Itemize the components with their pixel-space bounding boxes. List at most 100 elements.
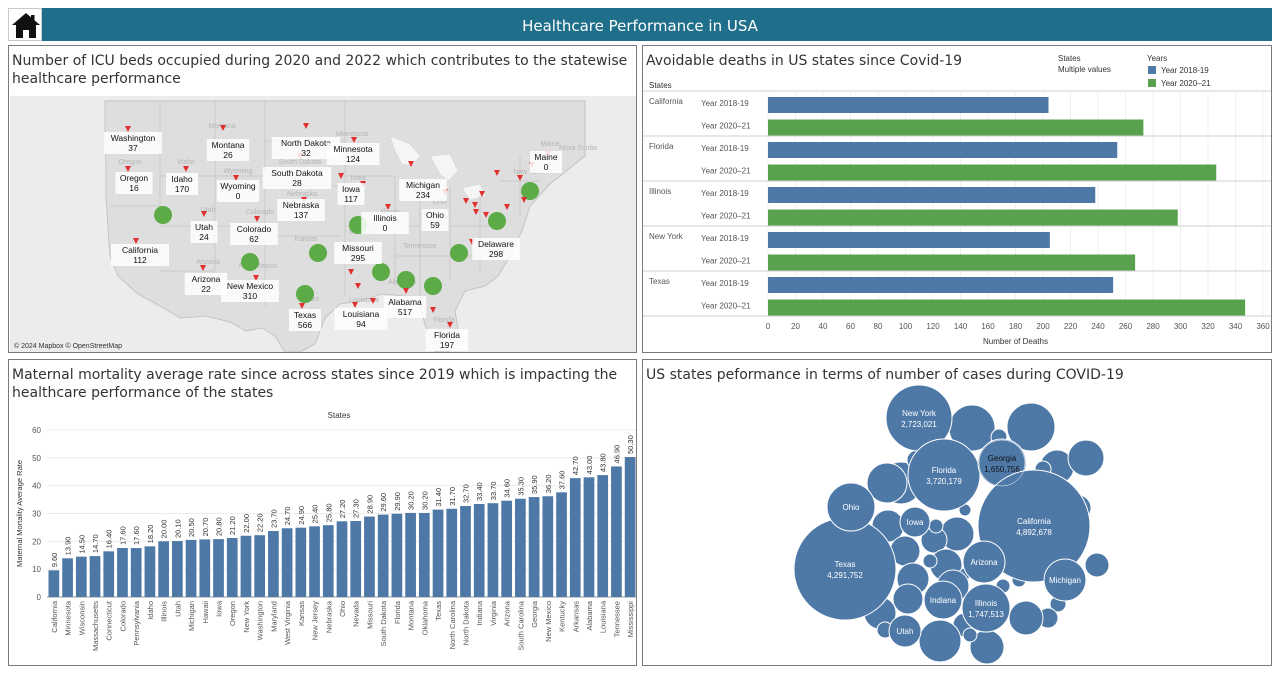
legend-swatch-year-2020-21[interactable] (1148, 79, 1156, 87)
map-pin-icon[interactable] (479, 191, 485, 197)
bar-wisconsin[interactable] (75, 556, 87, 597)
bubble-florida[interactable] (907, 438, 981, 512)
bar-florida-year-2018-19[interactable] (768, 142, 1118, 158)
bar-hawaii[interactable] (199, 539, 211, 597)
bar-new-york-year-2020-21[interactable] (768, 254, 1136, 271)
bar-north-carolina[interactable] (446, 508, 458, 597)
map-pin-icon[interactable] (494, 170, 500, 176)
map-pin-icon[interactable] (447, 322, 453, 328)
map-green-marker[interactable] (296, 285, 314, 303)
bar-kentucky[interactable] (556, 492, 567, 597)
map-pin-icon[interactable] (233, 175, 239, 181)
map-pin-icon[interactable] (403, 288, 409, 294)
bar-massachusetts[interactable] (89, 556, 101, 597)
map-green-marker[interactable] (309, 244, 327, 262)
bubble-iowa[interactable] (899, 506, 931, 538)
bar-new-york-year-2018-19[interactable] (768, 232, 1050, 248)
map-pin-icon[interactable] (352, 302, 358, 308)
bubble-arizona[interactable] (962, 540, 1006, 584)
bubble-michigan[interactable] (1043, 558, 1087, 602)
bar-montana[interactable] (405, 512, 416, 597)
map-pin-icon[interactable] (517, 175, 523, 181)
avoidable-deaths-chart[interactable]: States Multiple values Years Year 2018-19 Ye… (643, 46, 1271, 352)
filter-value[interactable]: Multiple values (1058, 65, 1111, 74)
bar-nevada[interactable] (350, 521, 362, 597)
map-pin-icon[interactable] (220, 125, 226, 131)
map-pin-icon[interactable] (348, 269, 354, 275)
map-pin-icon[interactable] (472, 202, 478, 208)
bar-arizona[interactable] (501, 500, 513, 597)
bar-missouri[interactable] (364, 516, 375, 597)
map-pin-icon[interactable] (125, 166, 131, 172)
bar-ohio[interactable] (336, 521, 348, 597)
map-pin-icon[interactable] (370, 298, 376, 304)
bar-michigan[interactable] (185, 539, 197, 597)
bar-california-year-2020-21[interactable] (768, 119, 1144, 136)
bar-connecticut[interactable] (103, 551, 115, 597)
bar-oklahoma[interactable] (418, 512, 430, 597)
map-pin-icon[interactable] (355, 283, 361, 289)
bar-florida-year-2020-21[interactable] (768, 164, 1217, 181)
map-pin-icon[interactable] (254, 216, 260, 222)
legend-label[interactable]: Year 2018-19 (1161, 66, 1209, 75)
bar-idaho[interactable] (144, 546, 156, 597)
bar-california-year-2018-19[interactable] (768, 97, 1049, 113)
covid-cases-bubble-chart[interactable]: New York 2,723,021 Florida 3,720,179 Georgia… (643, 360, 1271, 665)
bubble-california[interactable] (977, 469, 1091, 583)
state-bubble[interactable] (1008, 600, 1044, 636)
map-pin-icon[interactable] (125, 126, 131, 132)
state-row-illinois[interactable]: Illinois (649, 187, 671, 196)
bar-mississippi[interactable] (624, 456, 636, 597)
map-green-marker[interactable] (450, 244, 468, 262)
bar-arkansas[interactable] (569, 478, 581, 597)
map-pin-icon[interactable] (430, 307, 436, 313)
bar-new-york[interactable] (240, 535, 252, 597)
bar-maryland[interactable] (268, 531, 279, 597)
bar-north-dakota[interactable] (460, 505, 471, 597)
map-green-marker[interactable] (488, 212, 506, 230)
legend-swatch-year-2018-19[interactable] (1148, 66, 1156, 74)
state-bubble[interactable] (918, 619, 962, 663)
map-green-marker[interactable] (154, 206, 172, 224)
map-pin-icon[interactable] (253, 275, 259, 281)
state-bubble[interactable] (866, 462, 908, 504)
map-green-marker[interactable] (424, 277, 442, 295)
maternal-mortality-chart[interactable]: States Maternal Mortality Average Rate 0 10… (9, 360, 636, 665)
bar-texas-year-2020-21[interactable] (768, 299, 1246, 316)
map-pin-icon[interactable] (133, 238, 139, 244)
map-green-marker[interactable] (372, 263, 390, 281)
bar-illinois[interactable] (158, 541, 169, 597)
bar-new-mexico[interactable] (542, 496, 554, 597)
map-pin-icon[interactable] (463, 198, 469, 204)
bar-south-carolina[interactable] (515, 498, 526, 597)
bar-minnesota[interactable] (62, 558, 73, 597)
bar-illinois-year-2018-19[interactable] (768, 187, 1096, 203)
map-green-marker[interactable] (397, 271, 415, 289)
bar-west-virginia[interactable] (281, 528, 293, 597)
map-pin-icon[interactable] (200, 265, 206, 271)
bar-virginia[interactable] (487, 503, 499, 597)
bar-pennsylvania[interactable] (130, 548, 142, 597)
map-pin-icon[interactable] (385, 204, 391, 210)
bar-washington[interactable] (254, 535, 266, 597)
bar-california[interactable] (48, 570, 60, 597)
bar-south-dakota[interactable] (377, 514, 389, 597)
bar-indiana[interactable] (473, 504, 485, 597)
map-pin-icon[interactable] (521, 197, 527, 203)
